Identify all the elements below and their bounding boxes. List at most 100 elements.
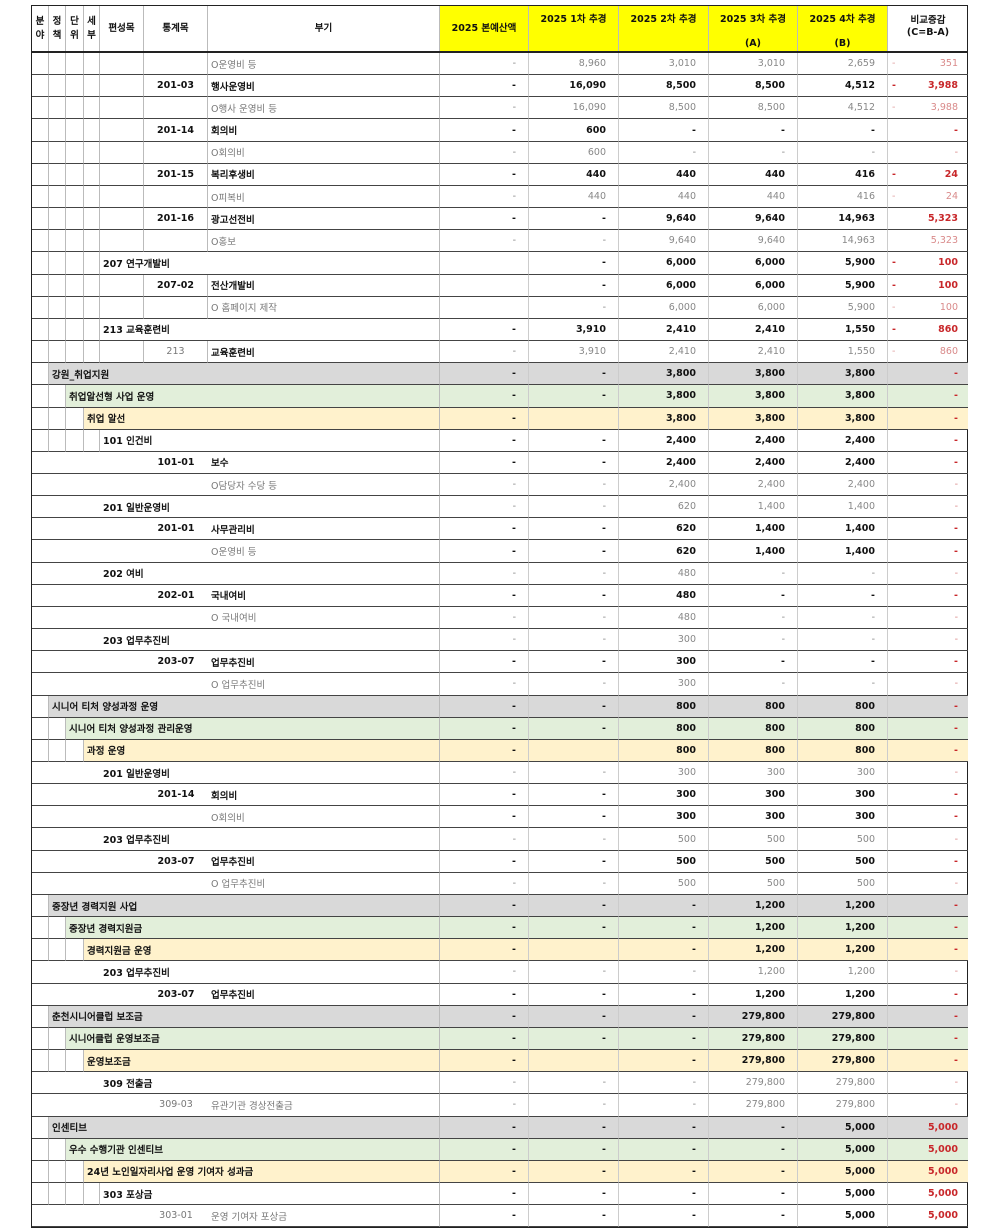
row-label: 사무관리비	[208, 518, 440, 541]
tree-cell	[49, 185, 66, 209]
value-supp2: 620	[619, 518, 709, 541]
value-budget: -	[440, 695, 529, 718]
value-supp3: 500	[709, 872, 798, 895]
tree-cell	[66, 1050, 84, 1073]
value-supp3: 8,500	[709, 97, 798, 120]
diff-amount: -	[954, 700, 958, 712]
table-row: 취업 알선 -3,800 3,800 3,800-	[32, 407, 968, 430]
value-diff: -	[888, 717, 968, 740]
value-supp1: -	[529, 252, 619, 275]
tree-cell	[32, 385, 49, 408]
value-supp1: -	[529, 872, 619, 895]
tree-cell	[32, 939, 49, 962]
tree-cell	[144, 296, 208, 319]
table-row: O행사 운영비 등 -16,090 8,500 8,500 4,512-3,988	[32, 97, 968, 120]
tree-cell	[32, 53, 49, 76]
blank-cell	[32, 1205, 144, 1228]
value-supp1	[529, 939, 619, 962]
value-supp4: 14,963	[798, 208, 888, 231]
value-supp1: -	[529, 230, 619, 253]
value-supp3: -	[709, 673, 798, 696]
table-row: 203 업무추진비 - - -1,200 1,200-	[32, 961, 968, 984]
tree-cell	[66, 163, 84, 186]
diff-amount: 100	[938, 257, 958, 269]
value-budget: -	[440, 850, 529, 873]
value-supp4: 416	[798, 185, 888, 209]
value-supp1: -	[529, 1116, 619, 1139]
value-supp3: 2,400	[709, 451, 798, 474]
value-supp2: -	[619, 983, 709, 1006]
row-label: 203 업무추진비	[100, 961, 440, 984]
blank-cell	[32, 806, 208, 829]
value-supp4: 4,512	[798, 75, 888, 98]
tree-cell	[32, 1050, 49, 1073]
value-supp3: 6,000	[709, 252, 798, 275]
value-supp3: 2,400	[709, 429, 798, 452]
table-row: 309 전출금 - - -279,800 279,800-	[32, 1072, 968, 1095]
diff-amount: 351	[939, 58, 958, 70]
diff-amount: -	[954, 523, 958, 535]
row-label: 207 연구개발비	[100, 252, 440, 275]
tree-cell	[84, 141, 100, 164]
tree-cell	[32, 141, 49, 164]
header-supp4-label: 2025 4차 추경	[809, 14, 876, 25]
value-diff: - 3,988	[888, 75, 968, 98]
row-label: 업무추진비	[208, 983, 440, 1006]
header-supp3-label: 2025 3차 추경	[720, 14, 786, 25]
blank-cell	[32, 1072, 100, 1095]
value-budget: -	[440, 75, 529, 98]
table-row: 101 인건비 - -2,400 2,400 2,400-	[32, 429, 968, 452]
value-supp3: -	[709, 1205, 798, 1228]
value-supp3: 1,200	[709, 983, 798, 1006]
tree-cell	[66, 141, 84, 164]
row-label: 국내여비	[208, 584, 440, 607]
value-diff: -	[888, 939, 968, 962]
tree-cell	[49, 97, 66, 120]
value-diff: -	[888, 363, 968, 386]
value-supp4: 5,900	[798, 296, 888, 319]
row-label: O회의비	[208, 806, 440, 829]
value-supp2: -	[619, 1005, 709, 1028]
tree-cell	[84, 53, 100, 76]
diff-amount: -	[954, 545, 958, 557]
value-supp2: -	[619, 141, 709, 164]
value-supp2: 2,410	[619, 318, 709, 342]
value-diff: 5,000	[888, 1183, 968, 1206]
tree-cell	[32, 717, 49, 740]
tree-cell	[32, 1138, 49, 1161]
value-supp1: 3,910	[529, 318, 619, 342]
diff-sign: -	[892, 257, 896, 269]
tree-cell	[84, 1182, 100, 1206]
value-supp3: 1,400	[709, 518, 798, 541]
diff-amount: -	[954, 368, 958, 380]
diff-sign: -	[892, 279, 896, 291]
row-label: 회의비	[208, 119, 440, 142]
diff-amount: -	[954, 567, 958, 579]
tree-cell	[66, 230, 84, 253]
diff-amount: -	[954, 678, 958, 690]
tree-cell	[49, 407, 66, 430]
stat-code: 203-07	[144, 651, 208, 674]
value-budget: -	[440, 1205, 529, 1228]
table-row: 201-03 행사운영비 -16,090 8,500 8,500 4,512-3,988	[32, 75, 968, 98]
tree-cell	[66, 97, 84, 120]
value-budget: -	[440, 385, 529, 408]
value-diff: - 860	[888, 341, 968, 364]
tree-cell	[49, 917, 66, 940]
value-diff: -	[888, 119, 968, 142]
stat-code: 203-07	[144, 851, 208, 873]
tree-cell	[144, 97, 208, 120]
tree-cell	[49, 274, 66, 297]
value-supp1: -	[529, 629, 619, 652]
value-supp4: 279,800	[798, 1027, 888, 1051]
value-supp3: -	[709, 584, 798, 607]
value-supp1	[529, 407, 619, 430]
row-label: 광고선전비	[208, 208, 440, 231]
value-budget: -	[440, 518, 529, 541]
diff-sign: -	[892, 58, 896, 70]
tree-cell	[49, 53, 66, 76]
table-row: 24년 노인일자리사업 운영 기여자 성과금 - - - -5,000 5,000	[32, 1160, 968, 1183]
diff-sign: -	[892, 102, 896, 114]
value-supp1: -	[529, 1005, 619, 1028]
row-label: O운영비 등	[208, 53, 440, 76]
